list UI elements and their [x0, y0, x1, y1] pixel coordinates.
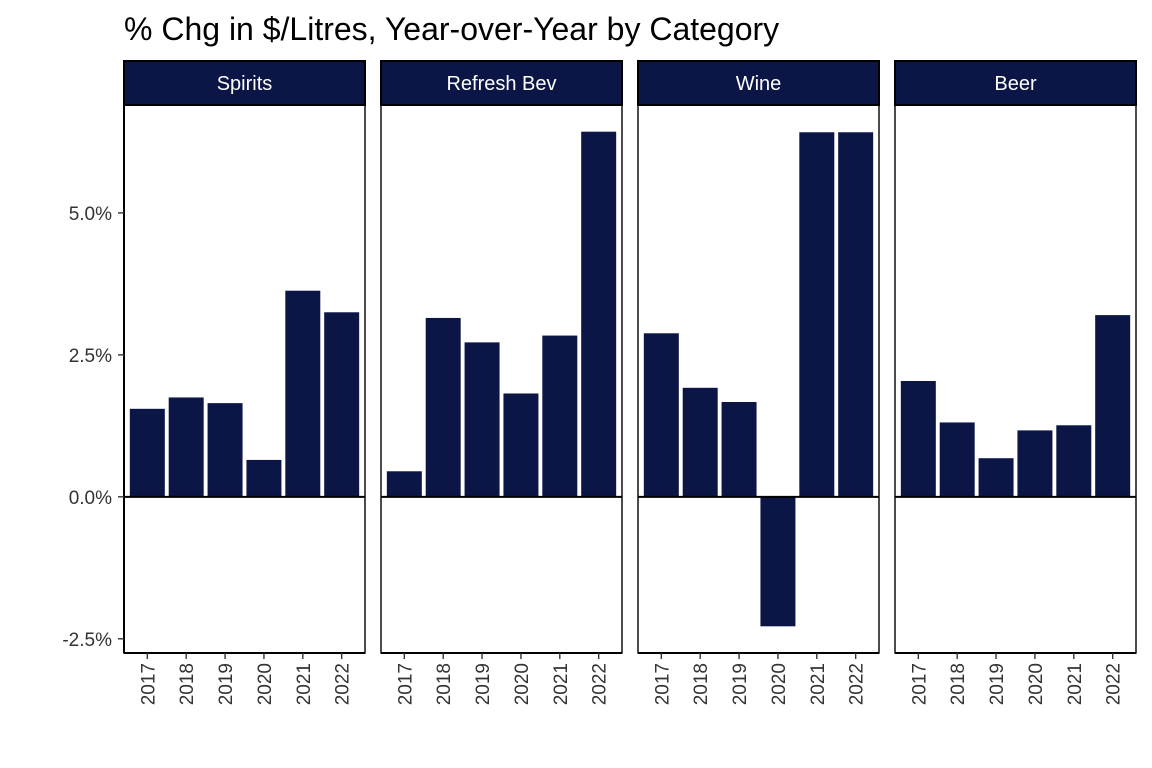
bar — [324, 312, 360, 497]
bar — [643, 333, 679, 497]
facet-panel-wine: Wine 2017 2018 2019 2020 2021 2022 — [637, 60, 880, 705]
x-tick-label: 2021 — [294, 663, 315, 705]
facet-strip-label: Spirits — [217, 73, 273, 95]
facet-strip-label: Wine — [736, 73, 782, 95]
bar — [838, 132, 874, 497]
x-tick-label: 2018 — [691, 663, 712, 705]
x-tick-label: 2019 — [730, 663, 751, 705]
x-tick-label: 2021 — [1065, 663, 1086, 705]
chart-title: % Chg in $/Litres, Year-over-Year by Cat… — [124, 11, 779, 47]
bar — [1017, 430, 1053, 497]
bar — [721, 401, 757, 497]
bar — [246, 459, 282, 497]
bar — [682, 387, 718, 497]
facet-strip — [637, 60, 880, 106]
bar — [285, 290, 321, 497]
bar — [799, 132, 835, 497]
bar — [581, 131, 617, 497]
x-tick-label: 2017 — [909, 663, 930, 705]
facet-panel-beer: Beer 2017 2018 2019 2020 2021 2022 — [894, 60, 1137, 705]
x-tick-label: 2020 — [512, 663, 533, 705]
x-tick-label: 2020 — [1026, 663, 1047, 705]
x-tick-label: 2021 — [551, 663, 572, 705]
bar — [1056, 425, 1092, 497]
facet-panel-spirits: Spirits 2017 2018 2019 2020 2021 2022 — [123, 60, 366, 705]
bar — [760, 496, 796, 627]
y-axis: -2.5% 0.0% 2.5% 5.0% — [62, 105, 125, 653]
x-tick-label: 2022 — [847, 663, 868, 705]
bar — [1095, 315, 1131, 497]
x-tick-label: 2017 — [652, 663, 673, 705]
x-tick-label: 2021 — [808, 663, 829, 705]
bar — [207, 403, 243, 497]
bar — [900, 380, 936, 497]
x-tick-label: 2020 — [769, 663, 790, 705]
bar — [542, 335, 578, 497]
bar — [503, 393, 539, 497]
y-tick-label: -2.5% — [62, 630, 112, 651]
bar — [464, 342, 500, 497]
facet-strip-label: Refresh Bev — [446, 73, 556, 95]
bar — [425, 317, 461, 497]
x-tick-label: 2022 — [590, 663, 611, 705]
x-tick-label: 2018 — [948, 663, 969, 705]
bar — [978, 458, 1014, 497]
y-tick-label: 5.0% — [69, 204, 112, 225]
bar — [129, 408, 165, 497]
y-tick-label: 2.5% — [69, 346, 112, 367]
x-tick-label: 2022 — [333, 663, 354, 705]
x-tick-label: 2022 — [1104, 663, 1125, 705]
x-tick-label: 2019 — [473, 663, 494, 705]
x-tick-label: 2018 — [434, 663, 455, 705]
bar — [168, 397, 204, 497]
y-tick-label: 0.0% — [69, 488, 112, 509]
x-tick-label: 2019 — [987, 663, 1008, 705]
bar — [939, 422, 975, 497]
x-tick-label: 2017 — [138, 663, 159, 705]
x-tick-label: 2018 — [177, 663, 198, 705]
facet-strip — [380, 60, 623, 106]
bar — [386, 471, 422, 497]
x-tick-label: 2019 — [216, 663, 237, 705]
x-tick-label: 2020 — [255, 663, 276, 705]
facet-strip-label: Beer — [994, 73, 1037, 95]
facet-strip — [123, 60, 366, 106]
x-tick-label: 2017 — [395, 663, 416, 705]
facet-panel-refresh-bev: Refresh Bev 2017 2018 2019 2020 2021 2022 — [380, 60, 623, 705]
